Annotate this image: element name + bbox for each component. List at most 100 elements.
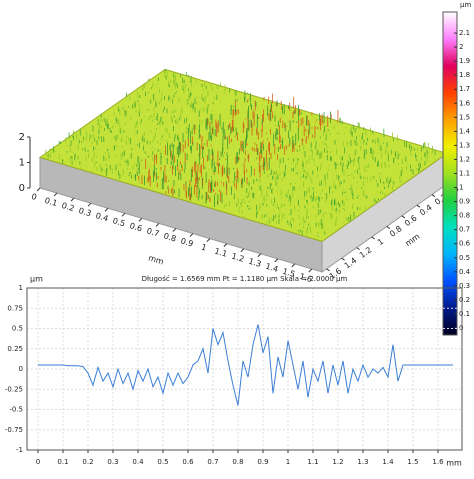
x-tick-label: 0.7	[146, 226, 161, 238]
x-tick	[308, 268, 313, 273]
colorbar-tick-label: 2.1	[459, 29, 470, 37]
x-tick-label: 0.6	[182, 458, 194, 466]
x-tick-label: 1	[286, 458, 290, 466]
y-tick	[341, 257, 345, 261]
y-tick-label: 0.6	[403, 213, 419, 228]
x-tick-label: 0.2	[61, 201, 76, 213]
colorbar-tick-label: 0.9	[459, 198, 470, 206]
x-tick-label: 0.9	[180, 236, 195, 248]
y-tick-label: -0.75	[5, 426, 23, 434]
x-tick	[87, 202, 92, 207]
y-tick	[386, 225, 391, 229]
colorbar-tick-label: 1.9	[459, 57, 470, 65]
y-tick	[416, 204, 421, 208]
colorbar-tick-label: 1.4	[459, 127, 471, 135]
x-tick-label: 1.4	[264, 262, 279, 274]
y-tick-label: 0.75	[7, 304, 23, 312]
x-tick-label: 1.3	[357, 458, 368, 466]
x-tick-label: 0.4	[95, 211, 110, 223]
x-tick-label: 0.8	[163, 231, 178, 243]
x-tick-label: 0.2	[82, 458, 93, 466]
x-tick	[104, 207, 109, 212]
x-tick-label: 1.6	[432, 458, 444, 466]
colorbar-tick-label: 1.6	[459, 99, 471, 107]
plot-frame	[26, 287, 463, 451]
colorbar-tick-label: 0.6	[459, 240, 471, 248]
x-tick-label: 0	[30, 192, 37, 202]
x-tick-label: 0.7	[207, 458, 218, 466]
x-tick-label: 0.4	[132, 458, 144, 466]
z-tick-label: 1	[19, 158, 25, 169]
y-axis-label: µm	[30, 275, 43, 284]
colorbar-tick-label: 0.3	[459, 282, 470, 290]
y-tick-label: 0.8	[388, 224, 404, 239]
x-tick-label: 0.5	[112, 216, 127, 228]
x-tick	[240, 248, 245, 253]
x-tick-label: 1.6	[298, 272, 313, 284]
y-tick-label: -1	[16, 446, 23, 454]
x-tick	[206, 238, 211, 242]
z-tick-label: 0	[19, 183, 25, 194]
x-tick-label: 0	[36, 458, 40, 466]
x-tick-label: 0.9	[257, 458, 268, 466]
x-tick-label: 1.3	[247, 257, 262, 269]
x-tick-label: 1	[200, 243, 207, 253]
x-tick	[274, 258, 279, 263]
y-tick	[431, 194, 436, 198]
x-tick	[138, 218, 143, 222]
x-tick-label: 1.2	[230, 252, 245, 264]
x-tick-label: 0.3	[78, 206, 93, 218]
profile-line	[38, 324, 453, 406]
colorbar-tick-label: 0.7	[459, 226, 470, 234]
y-tick	[326, 268, 330, 272]
x-tick-label: 0.3	[107, 458, 118, 466]
y-axis-label: mm	[404, 232, 422, 248]
y-tick-label: 1.4	[343, 256, 359, 271]
colorbar-tick-label: 1.3	[459, 141, 470, 149]
x-tick-label: 0.1	[57, 458, 68, 466]
y-tick	[371, 236, 375, 240]
colorbar-tick-label: 2	[459, 43, 463, 51]
colorbar-tick-label: 1.8	[459, 71, 470, 79]
y-tick-label: 0.5	[12, 325, 23, 333]
y-tick-label: 1.2	[358, 245, 374, 260]
x-tick-label: 0.8	[232, 458, 243, 466]
x-tick	[155, 223, 160, 227]
y-tick-label: 1	[376, 237, 385, 247]
colorbar-tick-label: 0.4	[459, 268, 471, 276]
x-tick-label: 0.1	[44, 196, 59, 208]
x-tick	[70, 197, 75, 202]
x-axis-label: mm	[147, 253, 165, 266]
x-tick	[189, 233, 194, 237]
y-tick-label: 0.25	[7, 345, 23, 353]
x-tick	[223, 243, 228, 248]
y-tick-label: 1	[19, 284, 23, 292]
colorbar-tick-label: 0.8	[459, 212, 470, 220]
colorbar-tick-label: 0.5	[459, 254, 470, 262]
colorbar-tick-label: 0.1	[459, 310, 470, 318]
x-axis-label: mm	[446, 459, 462, 468]
y-tick	[401, 215, 406, 219]
chart-title: Długość = 1.6569 mm Pt = 1.1180 µm Skala…	[142, 275, 348, 283]
x-tick	[291, 263, 296, 268]
colorbar-tick-label: 0	[459, 324, 463, 332]
x-tick-label: 0.5	[157, 458, 168, 466]
z-tick-label: 2	[19, 132, 25, 143]
y-tick	[356, 247, 360, 251]
x-tick	[172, 228, 177, 232]
x-tick	[257, 253, 262, 258]
x-tick-label: 1.5	[407, 458, 418, 466]
x-tick-label: 1.1	[307, 458, 318, 466]
x-tick-label: 1.1	[213, 247, 228, 259]
y-tick-label: -0.5	[9, 406, 23, 414]
colorbar-tick-label: 1	[459, 184, 463, 192]
y-tick-label: -0.25	[5, 385, 23, 393]
surface-texture	[45, 68, 436, 237]
x-tick	[121, 212, 126, 217]
colorbar-tick-label: 1.2	[459, 155, 470, 163]
colorbar-tick-label: 1.5	[459, 113, 470, 121]
y-tick-label: 0	[19, 365, 23, 373]
colorbar-tick-label: 1.1	[459, 170, 470, 178]
y-tick-label: 0.4	[418, 203, 434, 218]
